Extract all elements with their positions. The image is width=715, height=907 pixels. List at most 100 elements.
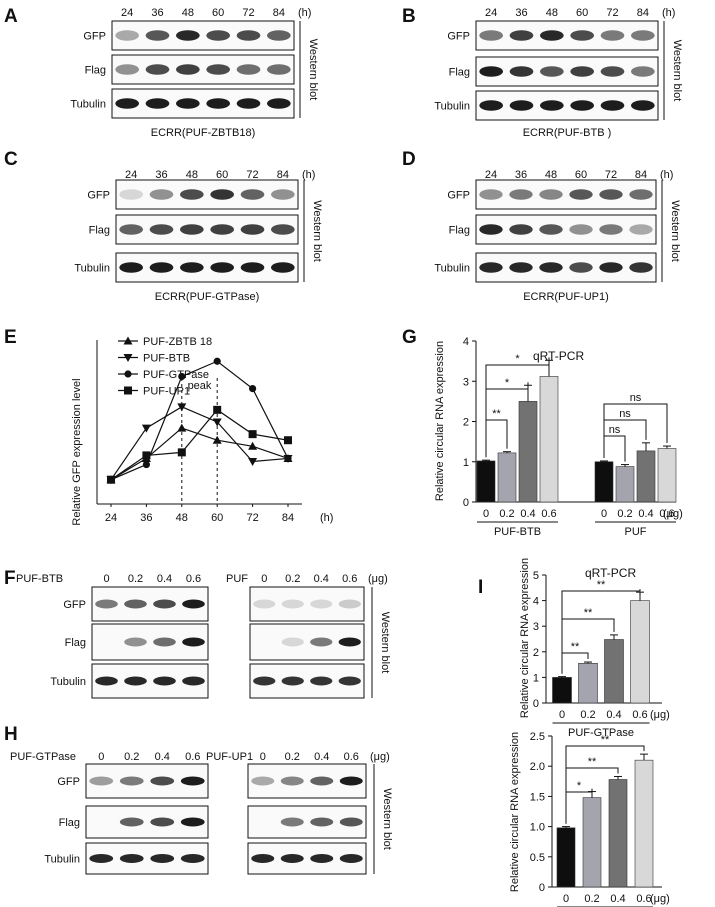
time-label: 48 xyxy=(182,7,194,19)
x-tick-label: 0.6 xyxy=(632,709,647,721)
blot-strip-tubulin xyxy=(115,252,299,283)
time-label: 48 xyxy=(546,7,558,19)
blot-band xyxy=(540,66,564,77)
row-label-tubulin: Tubulin xyxy=(50,676,86,688)
blot-band xyxy=(240,262,265,273)
unit-label: (h) xyxy=(302,169,315,181)
unit-label: (μg) xyxy=(370,751,390,763)
blot-band xyxy=(310,599,333,609)
bar xyxy=(615,466,635,503)
blot-band xyxy=(119,262,143,273)
blot-band xyxy=(149,189,174,200)
legend-entry: PUF-BTB xyxy=(143,353,190,365)
blot-band xyxy=(251,854,275,863)
x-tick-label: 72 xyxy=(246,512,258,524)
blot-band xyxy=(271,189,295,200)
blot-band xyxy=(119,189,143,200)
y-tick-label: 0 xyxy=(539,882,545,894)
panel-label-g: G xyxy=(402,327,417,348)
blot-strip-gfp xyxy=(475,20,659,51)
y-tick-label: 0 xyxy=(533,698,539,710)
blot-strip-gfp xyxy=(115,179,299,210)
time-label: 24 xyxy=(125,169,137,181)
y-tick-label: 3 xyxy=(463,376,469,388)
significance-label: * xyxy=(505,377,510,389)
blot-band xyxy=(124,637,147,647)
blot-band xyxy=(280,817,304,827)
significance-label: ** xyxy=(584,607,593,619)
blot-band xyxy=(145,30,170,41)
blot-band xyxy=(509,262,533,273)
x-tick-label: 0.4 xyxy=(610,893,625,905)
blot-band xyxy=(119,854,144,863)
blot-band xyxy=(253,599,276,609)
group-label: PUF-BTB xyxy=(494,526,541,538)
treatment-label: PUF xyxy=(226,573,248,585)
blot-band xyxy=(182,676,205,686)
blot-band xyxy=(599,224,623,235)
blot-band xyxy=(629,189,653,200)
blot-band xyxy=(600,66,625,77)
blot-band xyxy=(150,776,175,786)
x-tick-label: 0.2 xyxy=(584,893,599,905)
blot-band xyxy=(240,189,265,200)
row-label-gfp: GFP xyxy=(447,31,470,43)
blot-band xyxy=(509,100,534,111)
group-label: PUF-GTPase xyxy=(568,727,634,739)
blot-band xyxy=(599,189,623,200)
blot-band xyxy=(210,262,234,273)
legend-marker xyxy=(123,354,133,362)
x-tick-label: 48 xyxy=(176,512,188,524)
x-tick-label: 0.2 xyxy=(499,508,514,520)
dose-label: 0.4 xyxy=(314,573,329,585)
y-tick-label: 2.0 xyxy=(530,761,545,773)
group-label: PUF xyxy=(625,526,647,538)
time-label: 60 xyxy=(216,169,228,181)
data-point xyxy=(213,405,222,414)
panel-label-a: A xyxy=(4,6,18,27)
blot-band xyxy=(631,30,655,41)
blot-band xyxy=(540,100,564,111)
legend-marker xyxy=(124,370,132,378)
dose-label: 0.2 xyxy=(285,751,300,763)
blot-band xyxy=(119,776,144,786)
significance-bracket xyxy=(485,357,550,458)
row-label-flag: Flag xyxy=(59,817,80,829)
blot-band xyxy=(176,98,200,109)
unit-label: (h) xyxy=(662,7,675,19)
blot-band xyxy=(570,66,594,77)
treatment-label: PUF-UP1 xyxy=(206,751,253,763)
blot-band xyxy=(629,262,653,273)
dose-label: 0.6 xyxy=(185,751,200,763)
blot-band xyxy=(271,224,295,235)
panel-label-d: D xyxy=(402,149,416,170)
y-tick-label: 3 xyxy=(533,621,539,633)
data-point xyxy=(177,403,187,412)
blot-band xyxy=(180,224,204,235)
blot-band xyxy=(119,817,144,827)
bar xyxy=(604,639,624,704)
blot-band xyxy=(95,599,118,609)
blot-band xyxy=(95,676,118,686)
blot-band xyxy=(240,224,265,235)
bar xyxy=(539,376,559,503)
blot-band xyxy=(115,30,139,41)
y-tick-label: 4 xyxy=(463,336,469,348)
y-tick-label: 1 xyxy=(463,457,469,469)
blot-strip-gfp xyxy=(249,586,365,622)
blot-band xyxy=(570,30,594,41)
significance-bracket xyxy=(603,403,668,458)
y-tick-label: 0.5 xyxy=(530,852,545,864)
dose-label: 0.2 xyxy=(128,573,143,585)
time-label: 48 xyxy=(545,169,557,181)
blot-band xyxy=(479,224,503,235)
data-point xyxy=(177,423,187,432)
blot-band xyxy=(600,30,625,41)
data-point xyxy=(212,418,222,427)
time-label: 24 xyxy=(485,169,497,181)
blot-band xyxy=(281,676,304,686)
panel-caption: ECRR(PUF-BTB ) xyxy=(523,127,612,139)
row-label-flag: Flag xyxy=(85,65,106,77)
panel-label-e: E xyxy=(4,327,17,348)
